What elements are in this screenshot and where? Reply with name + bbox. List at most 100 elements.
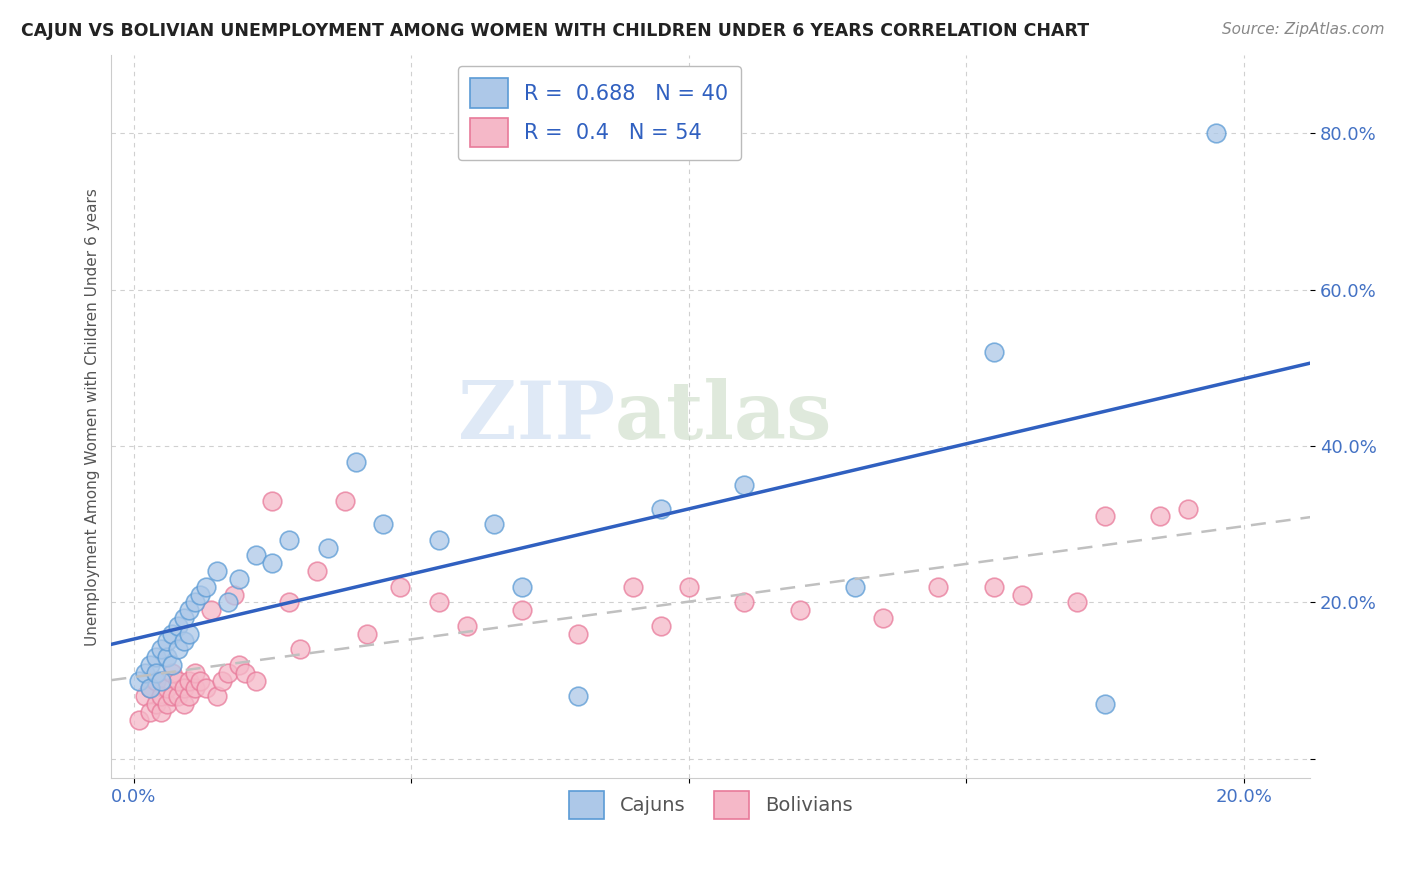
Point [278, 533, 301, 547]
Point [183, 595, 205, 609]
Point [145, 697, 167, 711]
Text: Source: ZipAtlas.com: Source: ZipAtlas.com [1222, 22, 1385, 37]
Point [217, 665, 239, 680]
Point [1011, 588, 1033, 602]
Point [156, 681, 179, 696]
Point [650, 619, 672, 633]
Text: atlas: atlas [614, 377, 832, 456]
Point [162, 665, 184, 680]
Point [128, 673, 150, 688]
Point [278, 595, 301, 609]
Point [305, 564, 328, 578]
Point [262, 493, 284, 508]
Point [179, 673, 201, 688]
Point [179, 626, 201, 640]
Point [139, 681, 162, 696]
Point [228, 572, 250, 586]
Point [188, 588, 211, 602]
Point [150, 689, 173, 703]
Point [621, 580, 644, 594]
Point [179, 689, 201, 703]
Point [150, 673, 173, 688]
Point [156, 697, 179, 711]
Point [389, 580, 412, 594]
Point [194, 580, 217, 594]
Point [150, 705, 173, 719]
Point [134, 689, 156, 703]
Point [128, 713, 150, 727]
Point [245, 673, 267, 688]
Point [1066, 595, 1088, 609]
Point [183, 681, 205, 696]
Point [567, 689, 589, 703]
Legend: Cajuns, Bolivians: Cajuns, Bolivians [561, 783, 860, 826]
Point [288, 642, 311, 657]
Point [188, 673, 211, 688]
Point [333, 493, 356, 508]
Point [228, 657, 250, 672]
Point [211, 673, 233, 688]
Point [373, 517, 395, 532]
Point [134, 665, 156, 680]
Point [872, 611, 894, 625]
Text: ZIP: ZIP [458, 377, 614, 456]
Point [139, 681, 162, 696]
Point [1094, 697, 1116, 711]
Point [156, 634, 179, 648]
Point [162, 657, 184, 672]
Point [789, 603, 811, 617]
Point [205, 689, 228, 703]
Point [139, 657, 162, 672]
Point [167, 642, 190, 657]
Point [162, 689, 184, 703]
Point [150, 642, 173, 657]
Point [1094, 509, 1116, 524]
Point [173, 611, 195, 625]
Point [173, 697, 195, 711]
Point [200, 603, 222, 617]
Point [139, 705, 162, 719]
Point [983, 580, 1005, 594]
Point [983, 345, 1005, 359]
Point [194, 681, 217, 696]
Point [1177, 501, 1199, 516]
Point [222, 588, 245, 602]
Point [167, 619, 190, 633]
Point [233, 665, 256, 680]
Point [145, 665, 167, 680]
Point [510, 580, 533, 594]
Point [167, 689, 190, 703]
Point [927, 580, 949, 594]
Point [650, 501, 672, 516]
Point [179, 603, 201, 617]
Point [217, 595, 239, 609]
Point [173, 681, 195, 696]
Point [484, 517, 506, 532]
Point [162, 626, 184, 640]
Point [1205, 126, 1227, 140]
Point [510, 603, 533, 617]
Point [145, 650, 167, 665]
Point [183, 665, 205, 680]
Y-axis label: Unemployment Among Women with Children Under 6 years: Unemployment Among Women with Children U… [86, 187, 100, 646]
Point [173, 634, 195, 648]
Point [427, 533, 450, 547]
Point [733, 595, 755, 609]
Point [678, 580, 700, 594]
Point [427, 595, 450, 609]
Text: CAJUN VS BOLIVIAN UNEMPLOYMENT AMONG WOMEN WITH CHILDREN UNDER 6 YEARS CORRELATI: CAJUN VS BOLIVIAN UNEMPLOYMENT AMONG WOM… [21, 22, 1090, 40]
Point [356, 626, 378, 640]
Point [156, 650, 179, 665]
Point [844, 580, 866, 594]
Point [205, 564, 228, 578]
Point [733, 478, 755, 492]
Point [245, 549, 267, 563]
Point [262, 556, 284, 570]
Point [1149, 509, 1171, 524]
Point [456, 619, 478, 633]
Point [145, 673, 167, 688]
Point [344, 455, 367, 469]
Point [567, 626, 589, 640]
Point [167, 673, 190, 688]
Point [316, 541, 339, 555]
